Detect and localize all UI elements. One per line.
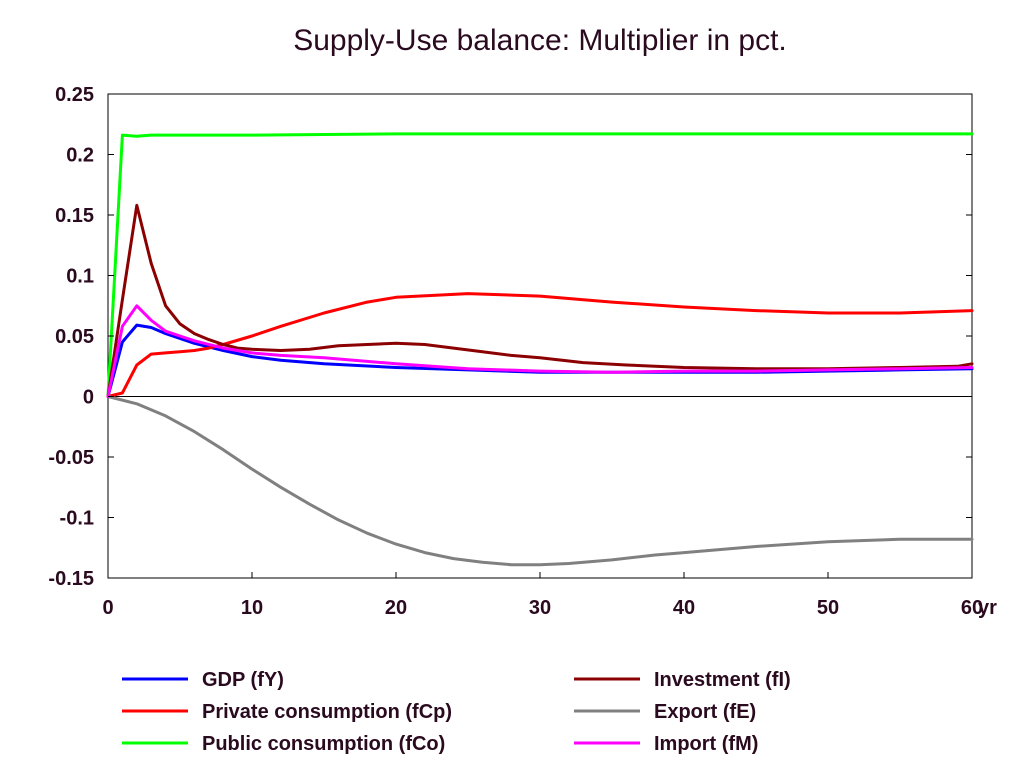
legend-label-2: Public consumption (fCo) <box>202 733 445 755</box>
legend-label-3: Investment (fI) <box>654 669 791 691</box>
y-tick-label: -0.15 <box>48 568 94 590</box>
series-line-4 <box>106 395 974 567</box>
x-tick-label: 50 <box>817 597 839 619</box>
y-tick-label: -0.05 <box>48 447 94 469</box>
legend-label-1: Private consumption (fCp) <box>202 701 452 723</box>
y-tick-label: 0 <box>83 387 94 409</box>
series-line-0 <box>106 323 974 398</box>
x-tick-label: 30 <box>529 597 551 619</box>
x-tick-label: 10 <box>241 597 263 619</box>
series-line-5 <box>106 304 974 398</box>
y-tick-label: 0.15 <box>55 205 94 227</box>
x-tick-label: 60 <box>961 597 983 619</box>
y-tick-label: -0.1 <box>60 508 94 530</box>
y-tick-label: 0.05 <box>55 326 94 348</box>
series-line-2 <box>106 132 974 398</box>
plot-frame <box>107 93 973 579</box>
y-tick-label: 0.25 <box>55 84 94 106</box>
y-tick-label: 0.2 <box>66 145 94 167</box>
x-tick-label: 0 <box>102 597 113 619</box>
x-tick-label: 40 <box>673 597 695 619</box>
legend-label-4: Export (fE) <box>654 701 756 723</box>
series-line-3 <box>106 203 974 398</box>
legend-label-0: GDP (fY) <box>202 669 284 691</box>
chart-title: Supply-Use balance: Multiplier in pct. <box>293 24 787 57</box>
series-line-1 <box>106 292 974 398</box>
x-tick-label: 20 <box>385 597 407 619</box>
y-tick-label: 0.1 <box>66 266 94 288</box>
x-unit-label: yr <box>978 597 997 619</box>
legend-label-5: Import (fM) <box>654 733 758 755</box>
